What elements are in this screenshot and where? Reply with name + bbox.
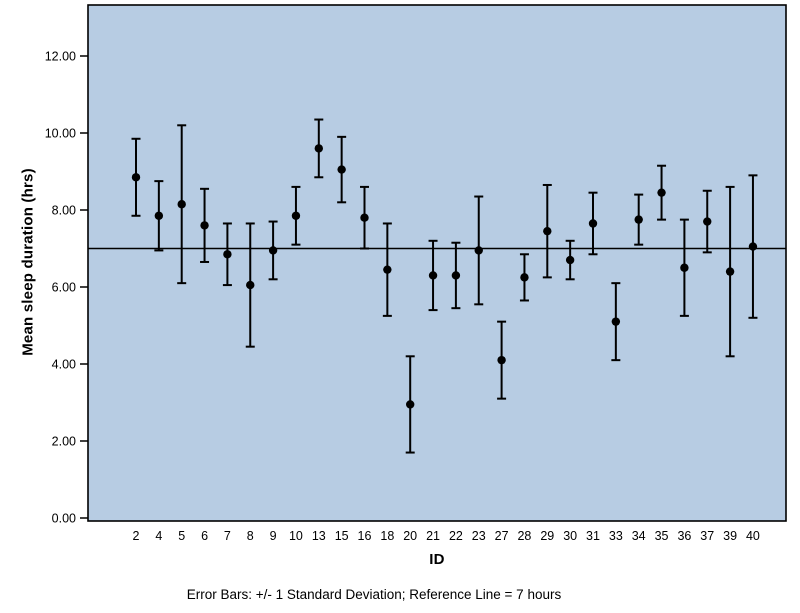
mean-point: [428, 271, 438, 280]
mean-point: [200, 221, 209, 230]
x-tick-label: 27: [495, 529, 509, 543]
mean-point: [565, 255, 575, 265]
y-tick-label: 12.00: [45, 50, 76, 64]
x-tick-label: 20: [403, 529, 417, 543]
x-tick-label: 6: [201, 529, 208, 543]
y-tick-label: 4.00: [52, 358, 76, 372]
plot-area: [88, 5, 786, 521]
mean-point: [748, 242, 758, 251]
mean-point: [291, 211, 301, 220]
x-tick-label: 18: [380, 529, 394, 543]
y-tick-label: 2.00: [52, 435, 76, 449]
x-tick-label: 36: [677, 529, 691, 543]
mean-point: [223, 250, 232, 259]
x-tick-label: 7: [224, 529, 231, 543]
mean-point: [314, 144, 323, 153]
y-axis-label: Mean sleep duration (hrs): [19, 168, 37, 356]
mean-point: [725, 267, 735, 276]
mean-point: [451, 271, 461, 280]
mean-point: [588, 219, 598, 228]
mean-point: [474, 246, 483, 255]
x-tick-label: 28: [517, 529, 531, 543]
x-tick-label: 10: [289, 529, 303, 543]
mean-point: [497, 355, 506, 365]
y-tick-label: 8.00: [52, 204, 76, 218]
x-tick-label: 21: [426, 529, 440, 543]
x-tick-label: 16: [358, 529, 372, 543]
mean-point: [246, 280, 255, 290]
x-tick-label: 15: [335, 529, 349, 543]
x-tick-label: 4: [155, 529, 162, 543]
x-tick-label: 37: [700, 529, 714, 543]
mean-point: [337, 165, 346, 174]
x-tick-label: 31: [586, 529, 600, 543]
y-tick-label: 10.00: [45, 127, 76, 141]
x-tick-label: 40: [746, 529, 760, 543]
mean-point: [657, 188, 666, 197]
x-axis-label: ID: [429, 551, 445, 568]
x-tick-label: 39: [723, 529, 737, 543]
mean-point: [406, 400, 415, 409]
mean-point: [154, 211, 164, 220]
x-tick-label: 8: [247, 529, 254, 543]
x-tick-label: 29: [540, 529, 554, 543]
mean-point: [611, 317, 621, 326]
x-tick-label: 22: [449, 529, 463, 543]
x-tick-label: 9: [270, 529, 277, 543]
mean-point: [543, 226, 552, 236]
chart-caption: Error Bars: +/- 1 Standard Deviation; Re…: [186, 587, 562, 602]
plot-border: [87, 4, 787, 522]
mean-point: [268, 246, 278, 255]
x-tick-label: 34: [632, 529, 646, 543]
mean-point: [383, 265, 392, 274]
x-tick-label: 30: [563, 529, 577, 543]
x-tick-label: 35: [655, 529, 669, 543]
y-tick-label: 6.00: [52, 281, 76, 295]
x-tick-label: 2: [133, 529, 140, 543]
mean-point: [634, 215, 643, 224]
mean-point: [520, 273, 529, 282]
x-tick-label: 5: [178, 529, 185, 543]
mean-point: [131, 173, 141, 182]
mean-point: [680, 263, 689, 272]
mean-point: [177, 200, 186, 209]
x-tick-label: 33: [609, 529, 623, 543]
x-tick-label: 13: [312, 529, 326, 543]
x-tick-label: 23: [472, 529, 486, 543]
mean-point: [703, 217, 712, 226]
y-tick-label: 0.00: [52, 512, 76, 526]
mean-point: [360, 213, 369, 222]
